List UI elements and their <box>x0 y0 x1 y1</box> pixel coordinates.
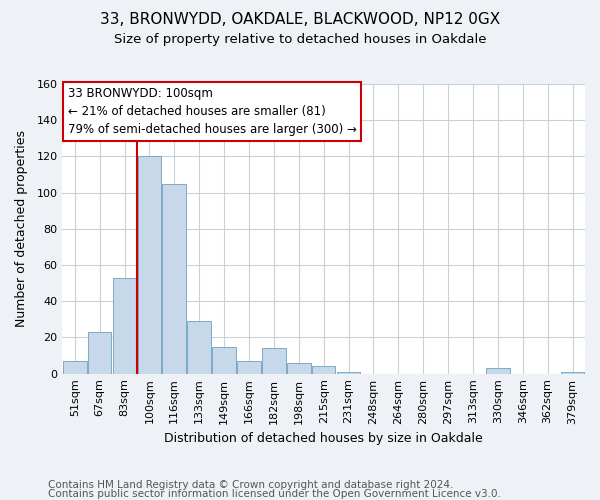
Bar <box>163 184 186 374</box>
Text: Contains public sector information licensed under the Open Government Licence v3: Contains public sector information licen… <box>48 489 501 499</box>
Text: Size of property relative to detached houses in Oakdale: Size of property relative to detached ho… <box>114 32 486 46</box>
Bar <box>137 156 161 374</box>
Text: 33, BRONWYDD, OAKDALE, BLACKWOOD, NP12 0GX: 33, BRONWYDD, OAKDALE, BLACKWOOD, NP12 0… <box>100 12 500 28</box>
Bar <box>187 321 211 374</box>
Bar <box>63 361 86 374</box>
X-axis label: Distribution of detached houses by size in Oakdale: Distribution of detached houses by size … <box>164 432 483 445</box>
Bar <box>113 278 136 374</box>
Bar <box>287 363 311 374</box>
Bar <box>337 372 361 374</box>
Bar <box>262 348 286 374</box>
Bar <box>237 361 261 374</box>
Bar <box>561 372 584 374</box>
Bar <box>88 332 112 374</box>
Text: Contains HM Land Registry data © Crown copyright and database right 2024.: Contains HM Land Registry data © Crown c… <box>48 480 454 490</box>
Bar <box>312 366 335 374</box>
Text: 33 BRONWYDD: 100sqm
← 21% of detached houses are smaller (81)
79% of semi-detach: 33 BRONWYDD: 100sqm ← 21% of detached ho… <box>68 87 356 136</box>
Y-axis label: Number of detached properties: Number of detached properties <box>15 130 28 328</box>
Bar <box>486 368 510 374</box>
Bar <box>212 346 236 374</box>
